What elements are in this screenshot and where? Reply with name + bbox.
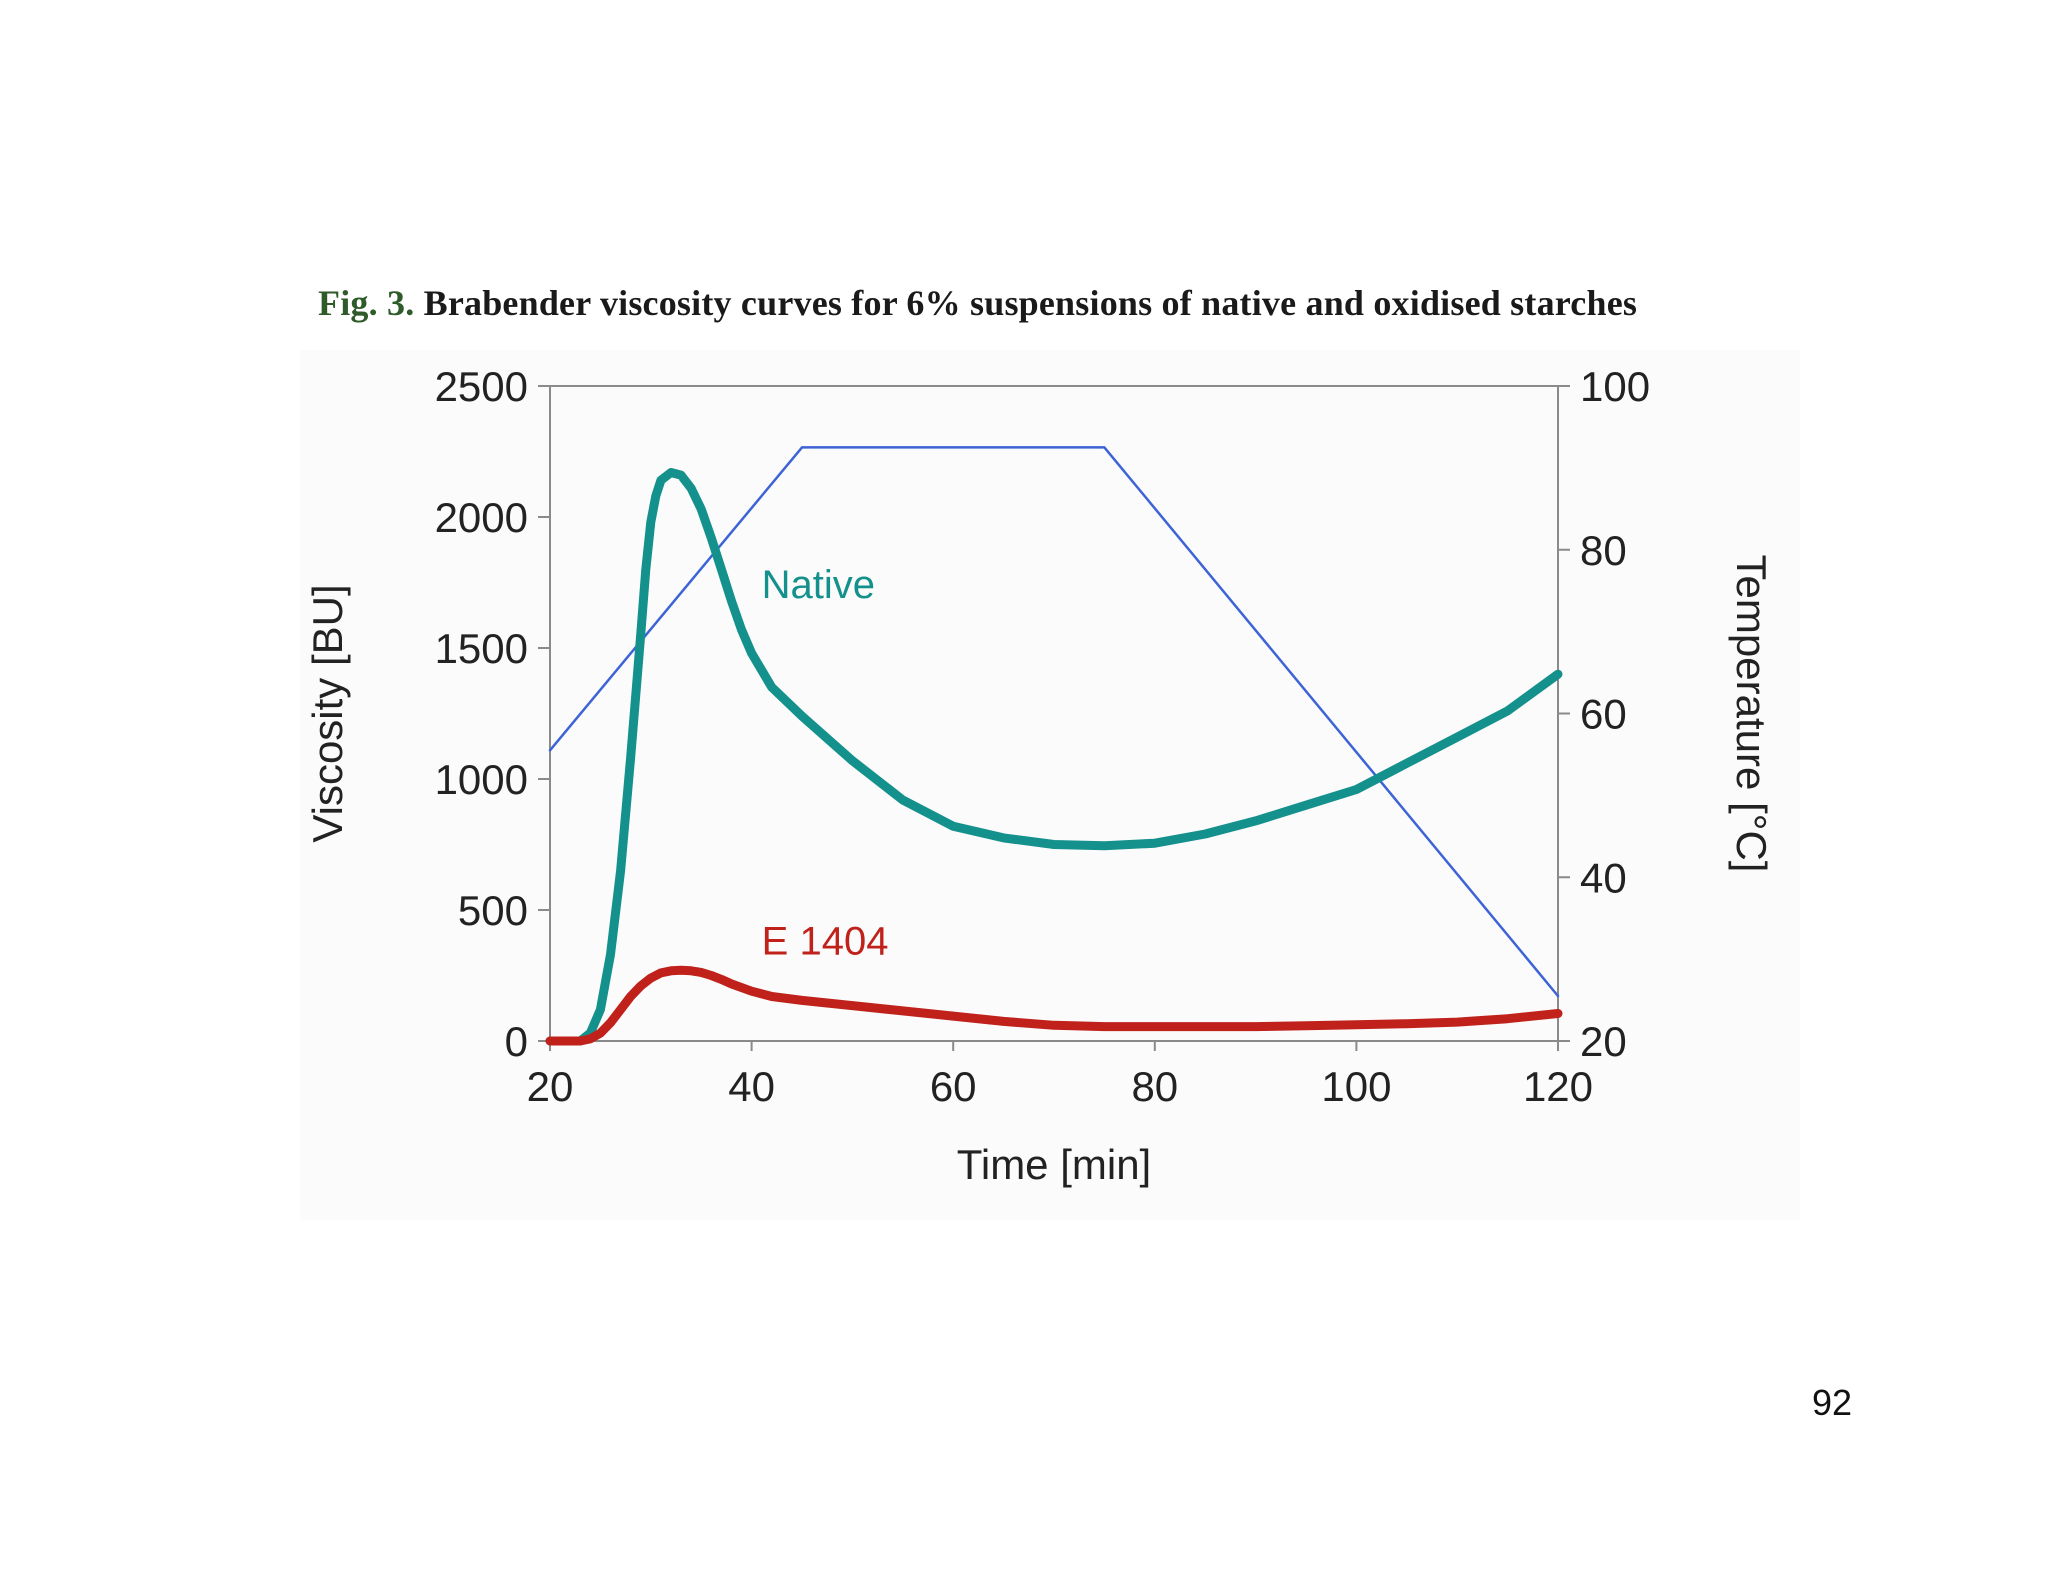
y2-tick-label: 100 [1580, 363, 1650, 410]
y-tick-label: 1500 [435, 625, 528, 672]
y2-tick-label: 20 [1580, 1018, 1627, 1065]
y2-axis-label: Temperature [°C] [1728, 555, 1775, 873]
plot-frame [549, 385, 1559, 1042]
x-tick-label: 120 [1523, 1063, 1593, 1110]
y-tick-label: 2000 [435, 494, 528, 541]
y-tick-label: 500 [458, 887, 528, 934]
x-tick-label: 40 [728, 1063, 775, 1110]
x-tick-label: 80 [1131, 1063, 1178, 1110]
page-number: 92 [1812, 1382, 1853, 1423]
y2-tick-label: 80 [1580, 527, 1627, 574]
temperature-series-line [548, 446, 1560, 998]
y2-tick-label: 60 [1580, 691, 1627, 738]
e1404-series-line [545, 965, 1563, 1046]
y-tick-label: 2500 [435, 363, 528, 410]
y-tick-label: 0 [505, 1018, 528, 1065]
e1404-series-label: E 1404 [762, 920, 889, 964]
y-axis-label: Viscosity [BU] [304, 584, 351, 842]
figure-label: Fig. 3. [318, 283, 415, 323]
x-axis-label: Time [min] [957, 1141, 1151, 1188]
native-series-label: Native [762, 563, 875, 607]
figure-caption: Fig. 3. Brabender viscosity curves for 6… [318, 282, 1637, 324]
viscosity-chart: 20 40 60 80 100 120 0 500 1000 1500 2000 2500 20 40 60… [300, 350, 1800, 1220]
x-tick-label: 100 [1321, 1063, 1391, 1110]
x-tick-label: 20 [527, 1063, 574, 1110]
y2-tick-label: 40 [1580, 854, 1627, 901]
x-tick-label: 60 [930, 1063, 977, 1110]
y-tick-label: 1000 [435, 756, 528, 803]
figure-title: Brabender viscosity curves for 6% suspen… [414, 283, 1638, 323]
native-series-line [545, 468, 1563, 1046]
